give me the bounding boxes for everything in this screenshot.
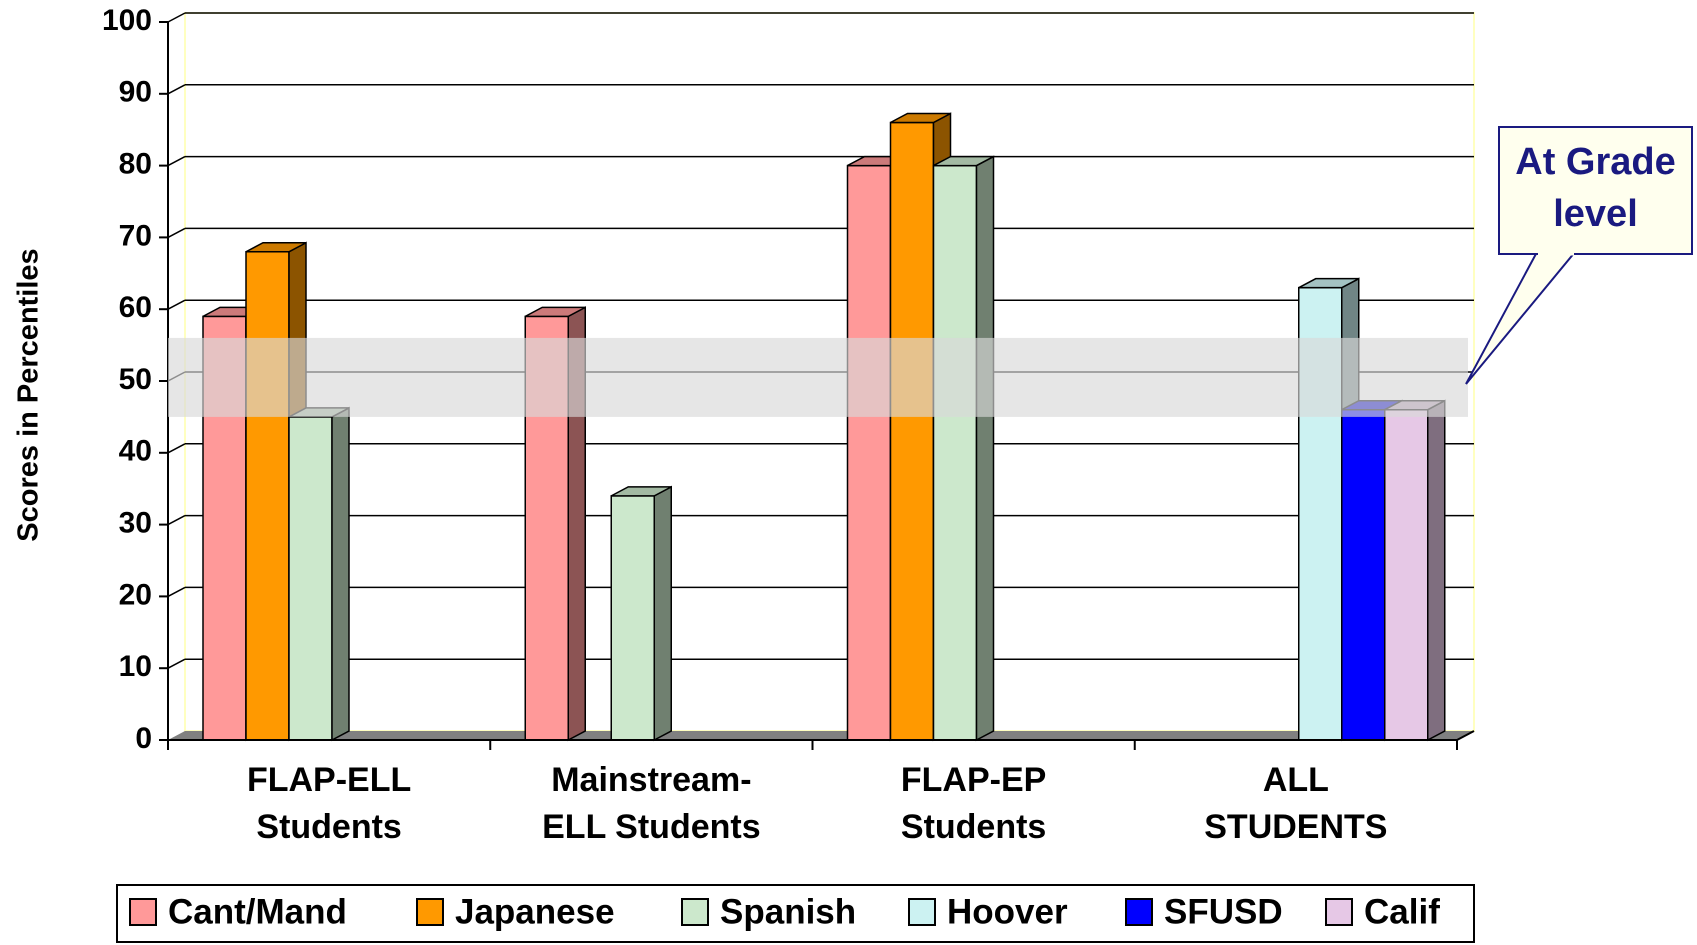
x-tick-label: STUDENTS: [1204, 808, 1387, 846]
y-tick-label: 60: [119, 291, 152, 324]
legend-box: [116, 884, 1475, 943]
legend-label: Hoover: [947, 892, 1068, 931]
grid-line: [167, 586, 186, 598]
y-axis-label: Scores in Percentiles: [13, 248, 45, 541]
y-tick-label: 40: [119, 435, 152, 468]
legend-label: Japanese: [455, 892, 615, 931]
callout-pointer: [1465, 251, 1578, 385]
x-tick-label: Students: [256, 808, 401, 846]
x-tick-label: Students: [901, 808, 1046, 846]
bar-front: [1341, 408, 1386, 741]
x-tick-label: FLAP-ELL: [247, 761, 411, 799]
callout-text-box: At Grade level: [1515, 141, 1676, 235]
legend-swatch: [416, 898, 444, 926]
y-tick-label: 80: [119, 148, 152, 181]
legend-swatch: [908, 898, 936, 926]
legend-label: Spanish: [720, 892, 856, 931]
grid-line: [167, 443, 186, 454]
bar-side: [1427, 399, 1446, 742]
legend-label: Calif: [1364, 892, 1440, 931]
bar-top: [245, 242, 307, 253]
y-tick-label: 100: [102, 4, 152, 37]
bar-front: [610, 495, 655, 741]
legend-swatch: [129, 898, 157, 926]
grid-line: [167, 84, 186, 95]
legend-label: SFUSD: [1164, 892, 1283, 931]
grid-line: [167, 299, 186, 310]
grid-line: [167, 227, 186, 239]
x-tick-label: Mainstream-: [551, 761, 751, 799]
x-tick-label: ALL: [1263, 761, 1329, 799]
y-tick-label: 0: [135, 722, 152, 755]
bar-side: [331, 406, 350, 742]
bar-side: [975, 155, 995, 742]
y-tick-label: 10: [119, 650, 152, 683]
grade-band: [168, 337, 1468, 417]
legend-swatch: [681, 898, 709, 926]
y-tick-label: 30: [119, 507, 152, 540]
callout-box: [1498, 126, 1693, 255]
y-tick-label: 50: [119, 363, 152, 396]
bar: [932, 155, 995, 742]
bar-top: [610, 486, 672, 497]
bar: [1384, 399, 1446, 742]
bar-top: [890, 112, 951, 124]
legend-swatch: [1125, 898, 1153, 926]
y-tick-label: 70: [119, 219, 152, 252]
bar-top: [1298, 277, 1360, 289]
y-tick-label: 90: [119, 76, 152, 109]
bar-front: [932, 164, 978, 741]
grid-line: [167, 12, 186, 23]
floor: [168, 731, 1474, 740]
bar-front: [889, 121, 935, 741]
y-tick-label: 20: [119, 578, 152, 611]
bar-top: [524, 306, 586, 318]
x-tick-label: FLAP-EP: [901, 761, 1046, 799]
bar-top: [933, 155, 994, 167]
bar-front: [288, 416, 333, 741]
bar-front: [1384, 408, 1429, 741]
legend-swatch: [1325, 898, 1353, 926]
legend-label: Cant/Mand: [168, 892, 347, 931]
bar-side: [653, 485, 672, 742]
x-tick-label: ELL Students: [542, 808, 761, 846]
floor-edge: [1456, 730, 1475, 741]
callout-text: At Grade level: [1515, 141, 1676, 235]
bar-front: [245, 251, 290, 741]
bar: [610, 485, 672, 742]
bar-front: [846, 164, 892, 741]
grid-line: [167, 658, 186, 669]
grid-line: [167, 514, 186, 526]
grid-line: [167, 155, 186, 167]
bar: [288, 406, 350, 742]
